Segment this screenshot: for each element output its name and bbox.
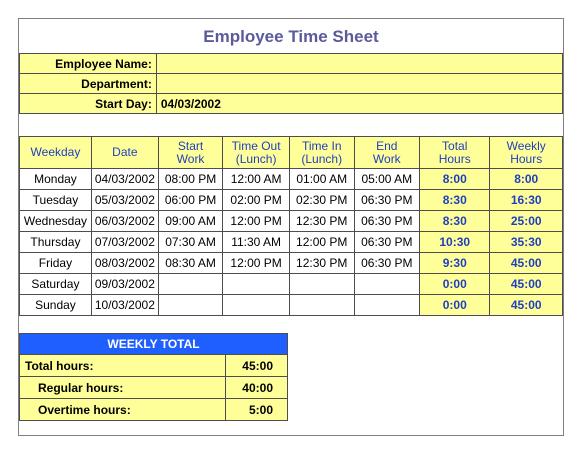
cell-start-work[interactable] — [157, 294, 224, 316]
cell-total-hours[interactable]: 10:30 — [419, 231, 491, 253]
cell-start-work[interactable]: 07:30 AM — [157, 231, 224, 253]
header-start-work: Start Work — [157, 136, 224, 169]
table-header-row: Weekday Date Start Work Time Out (Lunch) T… — [19, 136, 563, 169]
cell-date[interactable]: 05/03/2002 — [90, 189, 159, 211]
cell-weekday[interactable]: Friday — [19, 252, 92, 274]
cell-end-work[interactable]: 05:00 AM — [353, 168, 421, 190]
header-weekday: Weekday — [19, 136, 92, 169]
cell-end-work[interactable] — [353, 294, 421, 316]
cell-time-out[interactable]: 12:00 PM — [222, 210, 290, 232]
cell-weekly-hours[interactable]: 45:00 — [489, 273, 563, 295]
department-field[interactable] — [155, 73, 564, 94]
table-row: Sunday 10/03/2002 0:00 45:00 — [19, 294, 563, 316]
employee-name-label: Employee Name: — [19, 53, 157, 74]
cell-end-work[interactable] — [353, 273, 421, 295]
cell-start-work[interactable]: 09:00 AM — [157, 210, 224, 232]
cell-date[interactable]: 04/03/2002 — [90, 168, 159, 190]
table-row: Friday 08/03/2002 08:30 AM 12:00 PM 12:30 PM… — [19, 252, 563, 274]
table-row: Saturday 09/03/2002 0:00 45:00 — [19, 273, 563, 295]
header-time-in: Time In (Lunch) — [288, 136, 355, 169]
weekly-total-box: WEEKLY TOTAL Total hours: 45:00 Regular … — [19, 333, 288, 421]
cell-time-out[interactable]: 02:00 PM — [222, 189, 290, 211]
cell-weekly-hours[interactable]: 35:30 — [489, 231, 563, 253]
cell-total-hours[interactable]: 0:00 — [419, 273, 491, 295]
cell-start-work[interactable]: 08:30 AM — [157, 252, 224, 274]
header-weekly-hours: Weekly Hours — [489, 136, 563, 169]
cell-weekday[interactable]: Saturday — [19, 273, 92, 295]
table-row: Wednesday 06/03/2002 09:00 AM 12:00 PM 12:30… — [19, 210, 563, 232]
header-end-work: End Work — [353, 136, 421, 169]
cell-weekly-hours[interactable]: 25:00 — [489, 210, 563, 232]
regular-hours-value[interactable]: 40:00 — [225, 376, 288, 399]
cell-time-out[interactable]: 11:30 AM — [222, 231, 290, 253]
cell-weekly-hours[interactable]: 45:00 — [489, 252, 563, 274]
cell-total-hours[interactable]: 8:30 — [419, 210, 491, 232]
cell-time-in[interactable] — [288, 273, 355, 295]
start-day-label: Start Day: — [19, 93, 157, 114]
total-hours-label: Total hours: — [19, 354, 226, 377]
cell-date[interactable]: 07/03/2002 — [90, 231, 159, 253]
page-title: Employee Time Sheet — [19, 19, 563, 54]
cell-weekday[interactable]: Thursday — [19, 231, 92, 253]
header-date: Date — [90, 136, 159, 169]
cell-end-work[interactable]: 06:30 PM — [353, 210, 421, 232]
regular-hours-label: Regular hours: — [19, 376, 226, 399]
cell-weekday[interactable]: Sunday — [19, 294, 92, 316]
table-row: Thursday 07/03/2002 07:30 AM 11:30 AM 12:00 … — [19, 231, 563, 253]
cell-start-work[interactable]: 08:00 PM — [157, 168, 224, 190]
cell-total-hours[interactable]: 0:00 — [419, 294, 491, 316]
cell-weekly-hours[interactable]: 8:00 — [489, 168, 563, 190]
total-hours-value[interactable]: 45:00 — [225, 354, 288, 377]
cell-date[interactable]: 10/03/2002 — [90, 294, 159, 316]
employee-info: Employee Name: Department: Start Day: 04… — [19, 53, 564, 114]
header-time-out: Time Out (Lunch) — [222, 136, 290, 169]
weekly-total-header: WEEKLY TOTAL — [19, 333, 288, 355]
cell-time-out[interactable] — [222, 294, 290, 316]
overtime-hours-label: Overtime hours: — [19, 398, 226, 421]
time-table: Weekday Date Start Work Time Out (Lunch) T… — [19, 136, 563, 316]
start-day-field[interactable]: 04/03/2002 — [155, 93, 564, 114]
table-row: Tuesday 05/03/2002 06:00 PM 02:00 PM 02:30 P… — [19, 189, 563, 211]
cell-end-work[interactable]: 06:30 PM — [353, 189, 421, 211]
cell-total-hours[interactable]: 8:00 — [419, 168, 491, 190]
cell-time-out[interactable]: 12:00 PM — [222, 252, 290, 274]
header-total-hours: Total Hours — [419, 136, 491, 169]
timesheet: Employee Time Sheet Employee Name: Depar… — [18, 18, 564, 436]
cell-time-in[interactable]: 01:00 AM — [288, 168, 355, 190]
cell-total-hours[interactable]: 8:30 — [419, 189, 491, 211]
cell-date[interactable]: 06/03/2002 — [90, 210, 159, 232]
cell-total-hours[interactable]: 9:30 — [419, 252, 491, 274]
cell-weekday[interactable]: Monday — [19, 168, 92, 190]
table-row: Monday 04/03/2002 08:00 PM 12:00 AM 01:00 AM… — [19, 168, 563, 190]
cell-date[interactable]: 09/03/2002 — [90, 273, 159, 295]
employee-name-field[interactable] — [155, 53, 564, 74]
cell-time-in[interactable]: 02:30 PM — [288, 189, 355, 211]
cell-end-work[interactable]: 06:30 PM — [353, 252, 421, 274]
cell-time-in[interactable]: 12:00 PM — [288, 231, 355, 253]
cell-weekly-hours[interactable]: 45:00 — [489, 294, 563, 316]
cell-time-in[interactable]: 12:30 PM — [288, 252, 355, 274]
cell-weekly-hours[interactable]: 16:30 — [489, 189, 563, 211]
cell-time-in[interactable]: 12:30 PM — [288, 210, 355, 232]
cell-start-work[interactable] — [157, 273, 224, 295]
cell-time-in[interactable] — [288, 294, 355, 316]
cell-start-work[interactable]: 06:00 PM — [157, 189, 224, 211]
cell-time-out[interactable] — [222, 273, 290, 295]
cell-weekday[interactable]: Wednesday — [19, 210, 92, 232]
department-label: Department: — [19, 73, 157, 94]
cell-time-out[interactable]: 12:00 AM — [222, 168, 290, 190]
overtime-hours-value[interactable]: 5:00 — [225, 398, 288, 421]
cell-weekday[interactable]: Tuesday — [19, 189, 92, 211]
cell-end-work[interactable]: 06:30 PM — [353, 231, 421, 253]
cell-date[interactable]: 08/03/2002 — [90, 252, 159, 274]
